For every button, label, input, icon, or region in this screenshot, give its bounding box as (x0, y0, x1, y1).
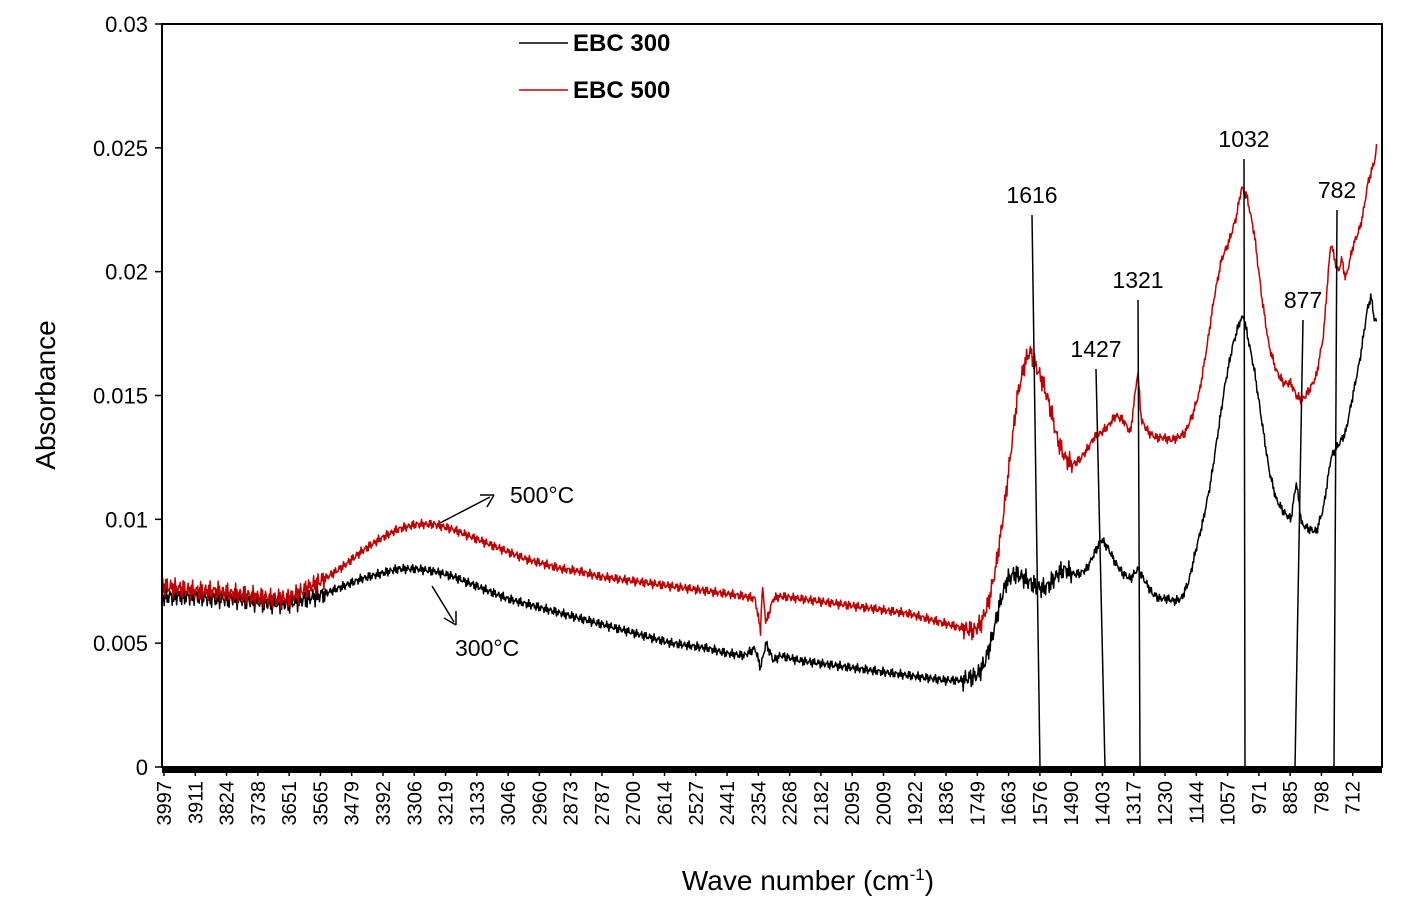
peak-label-877: 877 (1284, 287, 1322, 313)
arrow-500-shaft (439, 496, 491, 524)
x-tick-label: 2700 (623, 781, 645, 826)
plot-frame (161, 23, 1383, 768)
annotation-300c: 300°C (455, 635, 519, 661)
x-tick-label: 1749 (967, 781, 989, 826)
x-tick-label: 3133 (467, 781, 489, 826)
x-tick-label: 3997 (154, 781, 176, 826)
x-tick-label: 3651 (279, 781, 301, 826)
arrow-300-shaft (431, 585, 455, 623)
x-tick-label: 3046 (498, 781, 520, 826)
x-axis: 3997 3911 3824 3738 3651 3565 3479 3392 3306 3219… (154, 766, 1382, 826)
peak-line-1427 (1095, 368, 1106, 768)
x-tick-label: 2095 (842, 781, 864, 826)
legend-label-2: EBC 500 (573, 77, 670, 104)
x-tick-label: 3824 (217, 781, 239, 826)
x-axis-title-sup: -1 (910, 865, 925, 884)
x-tick-label: 2787 (592, 781, 614, 826)
x-tick-label: 2182 (811, 781, 833, 826)
x-tick-label: 712 (1343, 781, 1365, 814)
x-tick-label: 3911 (185, 781, 207, 824)
x-tick-label: 2441 (717, 781, 739, 826)
x-tick-label: 2268 (780, 781, 802, 826)
x-tick-label: 1922 (905, 781, 927, 826)
x-tick-label: 798 (1311, 781, 1333, 814)
peak-line-782 (1333, 209, 1338, 768)
peak-markers: 1616 1427 1321 1032 877 782 (1006, 126, 1356, 768)
peak-line-1321 (1137, 299, 1141, 768)
x-tick-label: 3392 (373, 781, 395, 826)
x-tick-label: 1317 (1124, 781, 1146, 826)
annotation-500c: 500°C (510, 482, 574, 508)
x-tick-label: 2354 (748, 781, 770, 826)
x-tick-label: 1576 (1030, 781, 1052, 826)
x-axis-title-main: Wave number (cm (682, 865, 910, 896)
x-tick-label: 2009 (873, 781, 895, 826)
x-tick-label: 3738 (248, 781, 270, 826)
peak-line-1616 (1031, 214, 1041, 768)
x-tick-label: 3306 (404, 781, 426, 826)
series-line-ebc-500 (161, 144, 1378, 641)
series-line-ebc-300 (161, 293, 1378, 692)
x-tick-label: 971 (1249, 781, 1271, 814)
x-tick-label: 1057 (1218, 781, 1240, 826)
y-tick-label: 0.03 (105, 12, 148, 37)
legend: EBC 300 EBC 500 (519, 30, 670, 104)
peak-line-1032 (1243, 158, 1246, 768)
peak-line-877 (1294, 319, 1304, 768)
y-tick-label: 0.025 (93, 136, 148, 161)
x-tick-label: 1490 (1061, 781, 1083, 826)
y-axis: 0 0.005 0.01 0.015 0.02 0.025 0.03 (93, 12, 162, 780)
x-tick-label: 3219 (436, 781, 458, 826)
y-tick-label: 0.02 (105, 260, 148, 285)
x-tick-label: 1230 (1155, 781, 1177, 826)
x-tick-label: 2527 (686, 781, 708, 826)
annotations: 500°C 300°C (431, 482, 574, 661)
x-tick-label: 2873 (561, 781, 583, 826)
series-lines (161, 144, 1378, 692)
arrow-300-head (443, 611, 457, 626)
legend-label-1: EBC 300 (573, 30, 670, 57)
x-tick-label: 2614 (655, 781, 677, 826)
peak-label-1427: 1427 (1070, 336, 1121, 362)
x-tick-label: 1663 (999, 781, 1021, 826)
x-tick-label: 2960 (529, 781, 551, 826)
x-axis-title: Wave number (cm-1) (682, 865, 934, 896)
peak-label-1616: 1616 (1006, 182, 1057, 208)
x-tick-label: 885 (1280, 781, 1302, 814)
peak-label-1032: 1032 (1218, 126, 1269, 152)
x-axis-title-close: ) (925, 865, 934, 896)
x-tick-label: 3479 (342, 781, 364, 826)
peak-label-1321: 1321 (1112, 267, 1163, 293)
x-tick-label: 1836 (936, 781, 958, 826)
x-tick-label: 3565 (310, 781, 332, 826)
x-axis-band (162, 766, 1382, 773)
y-tick-label: 0.01 (105, 507, 148, 532)
x-tick-label: 1403 (1092, 781, 1114, 826)
arrow-500-head (480, 494, 495, 508)
x-tick-label: 1144 (1186, 781, 1208, 824)
y-tick-label: 0 (136, 755, 148, 780)
peak-label-782: 782 (1318, 177, 1356, 203)
y-tick-label: 0.005 (93, 631, 148, 656)
y-tick-label: 0.015 (93, 384, 148, 409)
y-axis-title: Absorbance (30, 320, 61, 469)
